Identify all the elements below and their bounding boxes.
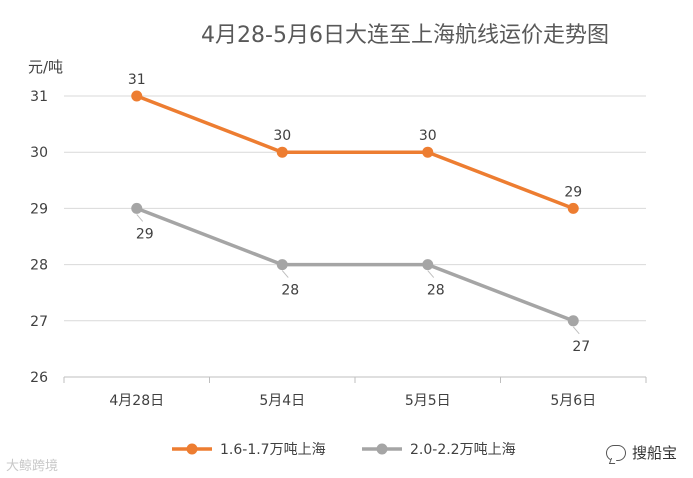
data-label: 28 [281,283,299,299]
data-point [131,202,143,214]
legend-label: 1.6-1.7万吨上海 [220,442,326,458]
data-label: 30 [273,128,291,144]
y-axis-ticks: 26 27 28 29 30 31 [30,89,48,386]
data-point [422,259,434,271]
wechat-bubble-icon [605,444,626,461]
data-label-leader [572,326,580,335]
y-axis-unit-label: 元/吨 [28,58,63,76]
data-label: 28 [427,283,445,299]
data-point [567,202,579,214]
series-line [136,94,574,211]
y-tick-label: 29 [30,201,48,217]
data-label-leader [136,214,144,222]
chart-title: 4月28-5月6日大连至上海航线运价走势图 [201,23,609,48]
x-tick-label: 5月5日 [405,393,451,409]
watermark-right-text: 搜船宝 [631,444,677,462]
data-label: 29 [136,226,154,242]
x-tick-label: 5月6日 [550,393,596,409]
data-label: 29 [564,184,582,200]
data-point [131,90,143,102]
series-group: 31 30 30 29 29 28 28 27 [128,72,590,355]
y-tick-label: 31 [30,89,48,105]
y-tick-label: 28 [30,258,48,274]
y-tick-label: 27 [30,314,48,330]
data-label-leader [427,270,435,278]
data-label: 30 [419,128,437,144]
data-label-leader [281,270,289,278]
y-tick-label: 26 [30,370,48,386]
x-tick-label: 5月4日 [259,393,305,409]
legend: 1.6-1.7万吨上海 2.0-2.2万吨上海 [172,442,516,458]
watermark-right: 搜船宝 [605,442,677,463]
watermark-left: 大鲸跨境 [6,459,59,474]
legend-marker [376,443,388,455]
data-point [567,315,579,327]
data-point [276,259,288,271]
data-label: 27 [572,339,590,355]
legend-marker [186,443,198,455]
data-label: 31 [128,72,146,88]
x-tick-label: 4月28日 [109,393,164,409]
data-point [276,146,288,158]
legend-label: 2.0-2.2万吨上海 [410,442,516,458]
gridlines [64,95,646,322]
x-axis: 4月28日 5月4日 5月5日 5月6日 [63,376,647,409]
series-line [136,206,574,323]
data-point [422,146,434,158]
y-tick-label: 30 [30,145,48,161]
